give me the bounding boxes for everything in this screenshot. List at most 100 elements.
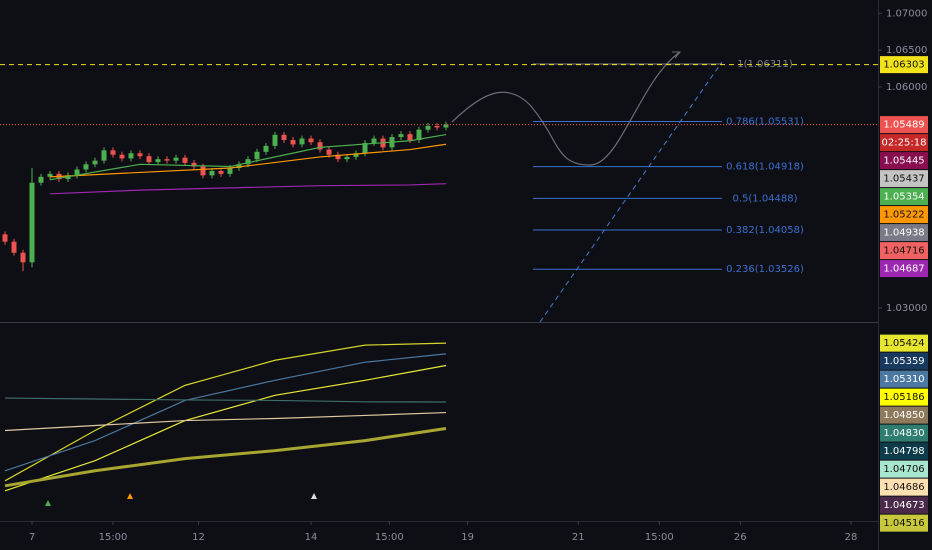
fib-trend-line [539, 61, 723, 323]
price-badge-label: 1.04686 [883, 482, 924, 493]
candle-body [335, 154, 341, 160]
price-badge [880, 424, 928, 442]
price-badge-label: 1.05354 [883, 192, 924, 203]
price-badge-label: 1.04830 [883, 428, 924, 439]
candle-body [38, 176, 44, 183]
indicator-line [4, 342, 447, 482]
candle-body [146, 156, 152, 163]
indicator-line [49, 133, 447, 181]
price-badge [880, 56, 928, 74]
price-badge [880, 388, 928, 406]
x-tick-label: 19 [461, 532, 474, 543]
candle-body [155, 159, 161, 163]
candle-body [74, 169, 80, 176]
price-badge-label: 1.04687 [883, 264, 924, 275]
candle-body [398, 134, 404, 138]
price-badge-label: 1.04516 [883, 518, 924, 529]
projected-path [451, 51, 681, 166]
candle-body [425, 126, 431, 130]
price-badge-label: 1.04938 [883, 228, 924, 239]
price-badge-label: 1.04706 [883, 464, 924, 475]
price-badge [880, 370, 928, 388]
candle-body [317, 142, 323, 150]
candle-body [83, 164, 89, 170]
x-tick-label: 14 [305, 532, 318, 543]
price-badge-label: 02:25:18 [882, 138, 927, 149]
candle-body [254, 151, 260, 160]
price-badge-label: 1.04716 [883, 246, 924, 257]
fib-label: 0.382(1.04058) [726, 225, 804, 236]
fib-label: 0.236(1.03526) [726, 264, 804, 275]
y-tick-label: 1.03000 [886, 303, 927, 314]
price-badge [880, 442, 928, 460]
candle-body [344, 156, 350, 160]
candle-body [290, 140, 296, 145]
candle-body [2, 234, 8, 242]
price-badge-label: 1.05437 [883, 174, 924, 185]
price-badge [880, 334, 928, 352]
indicator-line [4, 353, 447, 472]
candle-body [164, 159, 170, 161]
indicator-line [49, 143, 447, 178]
signal-marker [45, 500, 51, 506]
price-badge [880, 496, 928, 514]
price-badge-label: 1.05186 [883, 392, 924, 403]
x-tick-label: 15:00 [645, 532, 674, 543]
price-badge [880, 188, 928, 206]
candle-body [182, 157, 188, 163]
price-badge [880, 242, 928, 260]
x-tick-label: 7 [29, 532, 35, 543]
price-badge-label: 1.05489 [883, 120, 924, 131]
fib-label: 0.5(1.04488) [732, 193, 797, 204]
price-badge [880, 170, 928, 188]
signal-marker [127, 493, 133, 499]
candle-body [407, 134, 413, 140]
candle-body [101, 150, 107, 161]
price-badge-label: 1.06303 [883, 60, 924, 71]
x-tick-label: 15:00 [99, 532, 128, 543]
candle-body [326, 149, 332, 155]
indicator-line [4, 427, 447, 488]
candle-body [362, 142, 368, 154]
x-tick-label: 21 [572, 532, 585, 543]
candle-body [173, 157, 179, 161]
candle-body [434, 126, 440, 128]
candle-body [20, 252, 26, 263]
y-tick-label: 1.07000 [886, 8, 927, 19]
signal-marker [311, 493, 317, 499]
x-tick-label: 12 [192, 532, 205, 543]
candle-body [236, 164, 242, 168]
candle-body [128, 153, 134, 159]
candle-body [371, 138, 377, 143]
candle-body [245, 159, 251, 165]
price-badge [880, 352, 928, 370]
price-badge [880, 478, 928, 496]
price-badge [880, 406, 928, 424]
candle-body [92, 160, 98, 165]
price-badge [880, 224, 928, 242]
indicator-line [4, 397, 447, 403]
price-badge-label: 1.04673 [883, 500, 924, 511]
indicator-line [49, 183, 447, 195]
candle-body [29, 182, 35, 263]
candle-body [227, 168, 233, 174]
candle-body [281, 134, 287, 140]
candle-body [443, 124, 449, 128]
price-badge [880, 116, 928, 134]
price-badge [880, 260, 928, 278]
candle-body [353, 153, 359, 157]
candle-body [137, 153, 143, 157]
x-tick-label: 15:00 [375, 532, 404, 543]
price-badge [880, 206, 928, 224]
fib-label: 0.786(1.05531) [726, 117, 804, 128]
x-tick-label: 26 [734, 532, 747, 543]
price-badge [880, 514, 928, 532]
candle-body [209, 170, 215, 176]
price-badge [880, 460, 928, 478]
price-badge-label: 1.05424 [883, 338, 924, 349]
fib-label: 0.618(1.04918) [726, 162, 804, 173]
candle-body [263, 145, 269, 152]
candle-body [200, 166, 206, 176]
price-badge-label: 1.05222 [883, 210, 924, 221]
